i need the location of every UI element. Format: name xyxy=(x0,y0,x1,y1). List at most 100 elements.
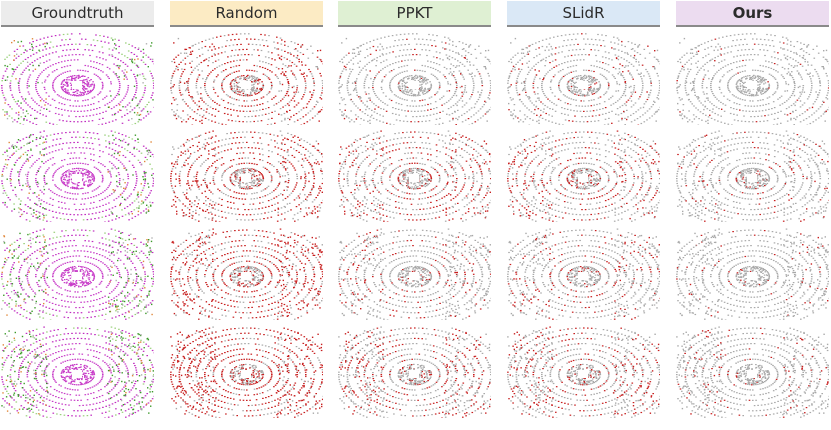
scan-point xyxy=(304,171,306,173)
scan-point xyxy=(19,383,22,385)
clutter-point xyxy=(120,357,122,360)
scan-point xyxy=(64,191,67,193)
scan-point xyxy=(137,337,140,339)
scan-point xyxy=(236,110,238,112)
scan-point xyxy=(27,269,30,271)
ground-point xyxy=(84,79,87,81)
clutter-point xyxy=(109,265,112,267)
clutter-point xyxy=(31,45,33,48)
scan-point xyxy=(95,402,98,404)
scan-point xyxy=(67,44,69,46)
clutter-point xyxy=(122,300,124,302)
scan-point xyxy=(49,134,52,136)
clutter-point xyxy=(127,291,129,294)
clutter-point xyxy=(43,302,45,305)
scan-point xyxy=(247,54,250,56)
scan-point xyxy=(34,60,36,62)
scan-point xyxy=(90,91,92,93)
clutter-point xyxy=(33,373,35,375)
scan-point xyxy=(67,152,69,155)
scan-point xyxy=(180,75,182,77)
scan-point xyxy=(237,76,239,78)
scan-point xyxy=(258,54,260,57)
scan-point xyxy=(113,254,115,256)
scan-point xyxy=(6,247,8,249)
point-cloud xyxy=(1,33,154,125)
clutter-point xyxy=(18,277,21,280)
scan-point xyxy=(108,153,110,155)
scan-point xyxy=(71,43,73,45)
scan-point xyxy=(102,117,104,119)
scan-point xyxy=(231,33,234,36)
scan-point xyxy=(288,178,290,180)
scan-point xyxy=(124,188,127,190)
scan-point xyxy=(247,219,250,221)
ground-point xyxy=(242,92,244,95)
scan-point xyxy=(198,199,200,201)
scan-point xyxy=(84,142,86,144)
clutter-point xyxy=(23,258,26,261)
scan-point xyxy=(186,55,189,57)
clutter-point xyxy=(123,390,126,392)
scan-point xyxy=(80,203,82,205)
ego-vehicle xyxy=(241,81,251,89)
scan-point xyxy=(223,78,225,80)
ground-point xyxy=(75,284,77,286)
clutter-point xyxy=(43,175,45,177)
clutter-point xyxy=(184,89,187,92)
scan-point xyxy=(144,178,147,180)
ground-point xyxy=(71,267,74,269)
clutter-point xyxy=(317,50,319,52)
ground-point xyxy=(77,90,79,92)
scan-point xyxy=(84,105,87,107)
scan-point xyxy=(251,43,254,45)
clutter-point xyxy=(125,169,128,171)
scan-point xyxy=(102,302,104,304)
scan-point xyxy=(90,184,92,186)
scan-point xyxy=(117,159,120,161)
scan-point xyxy=(75,255,78,257)
clutter-point xyxy=(117,370,119,373)
scan-point xyxy=(242,141,244,144)
scan-point xyxy=(229,201,232,203)
scan-point xyxy=(111,305,114,307)
scan-point xyxy=(286,103,289,105)
ground-point xyxy=(90,84,92,86)
clutter-point xyxy=(109,305,111,308)
clutter-point xyxy=(28,407,30,410)
scan-point xyxy=(23,341,25,343)
scan-point xyxy=(134,94,136,96)
scan-point xyxy=(89,147,91,150)
ground-point xyxy=(88,279,90,281)
ground-point xyxy=(66,375,68,377)
clutter-point xyxy=(152,58,154,61)
scan-point xyxy=(54,150,57,152)
scan-point xyxy=(121,313,124,315)
scan-point xyxy=(90,66,92,68)
clutter-point xyxy=(109,310,111,313)
scan-point xyxy=(11,341,13,343)
scan-point xyxy=(18,80,21,82)
scan-point xyxy=(229,96,231,98)
ground-point xyxy=(88,84,90,86)
scan-point xyxy=(108,283,110,285)
scan-point xyxy=(19,169,22,171)
clutter-point xyxy=(306,75,308,77)
scan-point xyxy=(124,106,127,108)
scan-point xyxy=(210,71,212,73)
clutter-point xyxy=(6,314,8,316)
scan-point xyxy=(258,171,260,173)
ground-point xyxy=(65,89,67,91)
scan-point xyxy=(65,367,67,369)
scan-point xyxy=(41,71,43,73)
scan-point xyxy=(117,400,119,402)
scan-point xyxy=(86,219,89,221)
scan-point xyxy=(115,143,117,145)
scan-point xyxy=(37,284,39,286)
scan-point xyxy=(98,352,101,354)
scan-point xyxy=(22,109,24,111)
clutter-point xyxy=(181,93,184,96)
scan-point xyxy=(35,85,37,87)
scan-point xyxy=(16,103,18,105)
scan-point xyxy=(264,34,266,36)
